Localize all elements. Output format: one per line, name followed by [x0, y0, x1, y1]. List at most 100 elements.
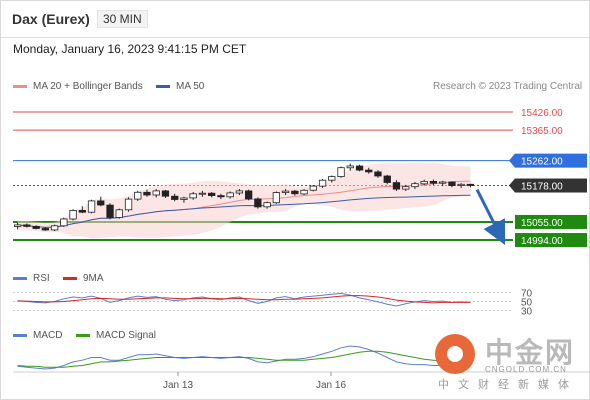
price-level-label-1: 15365.00 — [521, 126, 563, 137]
candle-body — [291, 190, 299, 195]
candle-body — [272, 192, 281, 204]
legend-macd: MACD — [13, 330, 62, 341]
chart-header: Dax (Eurex) 30 MIN — [1, 1, 589, 38]
candle-body — [87, 200, 96, 213]
candle-body — [466, 183, 475, 186]
ma50-line — [17, 194, 471, 228]
legend-rsi-swatch — [13, 277, 27, 280]
candle-body — [60, 218, 68, 227]
legend-macd-signal-swatch — [76, 334, 90, 337]
candle-body — [328, 176, 336, 181]
candle-body — [124, 198, 133, 211]
price-tag-4 — [515, 214, 587, 229]
watermark-en: CNGOLD.COM.CN — [485, 365, 567, 374]
legend-macd-swatch — [13, 334, 27, 337]
candle-body — [189, 193, 197, 199]
candle-body — [143, 191, 151, 196]
x-tick-label-0: Jan 13 — [163, 380, 193, 391]
price-level-label-2: 15262.00 — [521, 157, 563, 168]
legend-rsi-9ma-swatch — [63, 277, 77, 280]
rsi-tick-0: 70 — [521, 289, 533, 300]
watermark-cn: 中金网 — [485, 337, 576, 368]
candle-body — [402, 186, 410, 190]
candle-body — [226, 192, 234, 198]
candle-body — [374, 171, 382, 177]
watermark-sub: 中文财经新媒体 — [438, 379, 578, 391]
candle-body — [337, 167, 345, 177]
candle-body — [365, 169, 373, 173]
candle-body — [207, 192, 216, 196]
price-tag-5 — [515, 233, 587, 248]
candle-body — [438, 181, 447, 184]
macd-series-1 — [17, 350, 471, 368]
candle-body — [355, 165, 364, 171]
price-level-label-4: 15055.00 — [521, 218, 563, 229]
candle-body — [457, 183, 465, 186]
candle-body — [263, 202, 271, 208]
legend-ma50-swatch — [156, 85, 170, 88]
legend-ma20-label: MA 20 + Bollinger Bands — [33, 81, 143, 92]
legend-macd-signal-label: MACD Signal — [96, 330, 157, 341]
legend-rsi-label: RSI — [33, 273, 50, 284]
legend-rsi-9ma: 9MA — [63, 273, 104, 284]
candle-body — [392, 182, 401, 190]
candle-body — [244, 190, 253, 200]
price-tag-2 — [515, 153, 587, 168]
legend-ma50: MA 50 — [156, 81, 204, 92]
candle-body — [50, 225, 59, 231]
legend-ma20-swatch — [13, 85, 27, 88]
candle-body — [318, 179, 327, 187]
candle-body — [217, 195, 225, 198]
candle-body — [448, 181, 456, 186]
candle-body — [171, 195, 179, 200]
price-level-label-5: 14994.00 — [521, 236, 563, 247]
candle-body — [32, 225, 40, 229]
x-tick-label-1: Jan 16 — [316, 380, 346, 391]
legend-ma50-label: MA 50 — [176, 81, 205, 92]
candle-body — [235, 190, 244, 194]
candle-body — [41, 228, 49, 231]
price-level-label-0: 15426.00 — [521, 108, 563, 119]
candle-body — [23, 224, 31, 227]
price-level-label-3: 15178.00 — [521, 182, 563, 193]
legend-ma20: MA 20 + Bollinger Bands — [13, 81, 143, 92]
rsi-tick-2: 30 — [521, 307, 533, 318]
candle-body — [383, 175, 391, 183]
candle-body — [115, 209, 123, 218]
legend-rsi-9ma-label: 9MA — [83, 273, 104, 284]
price-tag-3 — [515, 178, 587, 193]
legend-macd-label: MACD — [33, 330, 63, 341]
candle-body — [254, 198, 262, 208]
candle-body — [134, 191, 142, 200]
candle-body — [78, 209, 86, 213]
rsi-tick-1: 50 — [521, 298, 533, 309]
candle-body — [152, 190, 160, 196]
candle-body — [106, 204, 114, 218]
rsi-series-1 — [17, 295, 471, 304]
symbol-title: Dax (Eurex) — [12, 11, 90, 27]
price-tag-pointer-2 — [509, 153, 515, 168]
candle-body — [180, 197, 188, 200]
candle-body — [300, 189, 308, 195]
price-tag-pointer-3 — [509, 178, 515, 193]
candle-body — [97, 200, 105, 206]
candle-body — [69, 209, 77, 220]
bollinger-band — [17, 162, 471, 239]
candle-body — [161, 190, 170, 197]
candle-body — [198, 192, 207, 195]
chart-timestamp: Monday, January 16, 2023 9:41:15 PM CET — [13, 42, 247, 56]
candle-body — [346, 165, 354, 169]
research-credit: Research © 2023 Trading Central — [433, 81, 583, 92]
legend-macd-signal: MACD Signal — [76, 330, 156, 341]
candle-body — [429, 180, 438, 184]
forecast-arrow — [475, 188, 506, 246]
timeframe-badge[interactable]: 30 MIN — [97, 10, 148, 28]
watermark-logo-inner — [447, 346, 463, 362]
legend-rsi: RSI — [13, 273, 50, 284]
candle-body — [309, 185, 318, 191]
candle-body — [13, 224, 22, 227]
candle-body — [411, 183, 419, 188]
candle-body — [420, 180, 428, 185]
